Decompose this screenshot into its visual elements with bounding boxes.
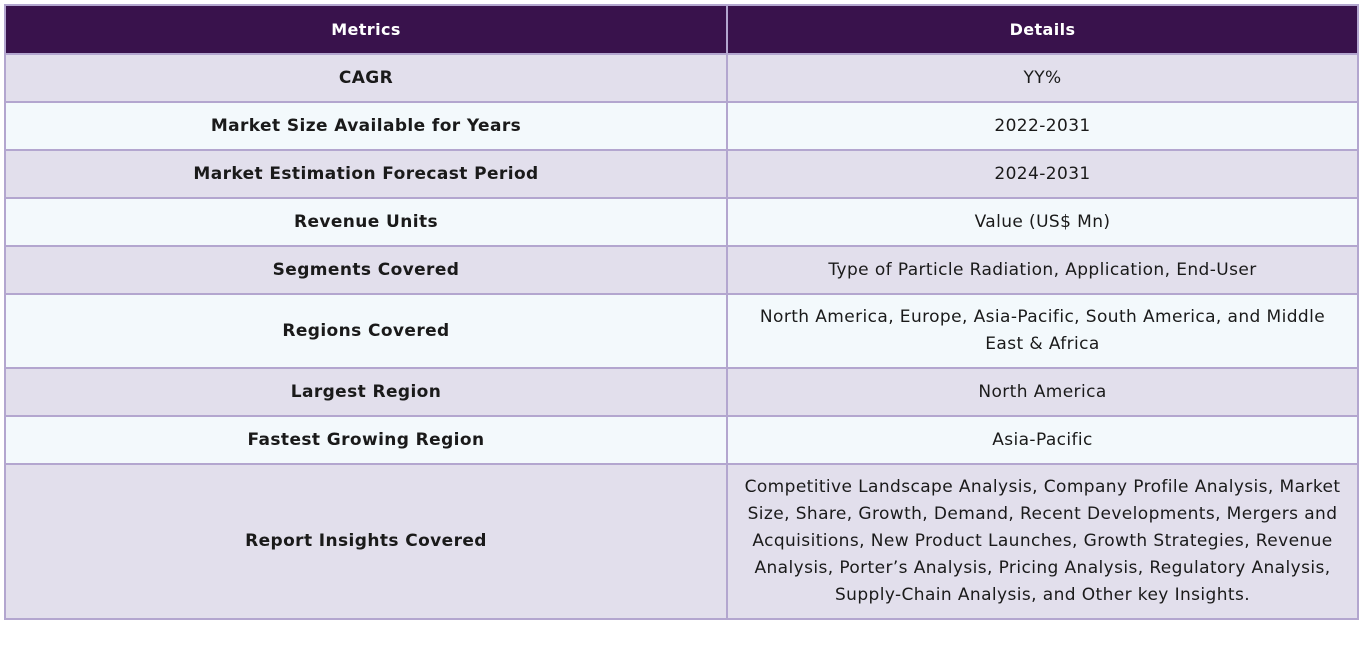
table-row: Revenue Units Value (US$ Mn) bbox=[4, 197, 1359, 247]
details-cell: Value (US$ Mn) bbox=[726, 197, 1359, 247]
table-row: CAGR YY% bbox=[4, 53, 1359, 103]
details-cell: 2024-2031 bbox=[726, 149, 1359, 199]
column-header-metrics: Metrics bbox=[4, 4, 728, 55]
details-cell: 2022-2031 bbox=[726, 101, 1359, 151]
metric-cell: Report Insights Covered bbox=[4, 463, 728, 620]
report-metrics-table-container: Metrics Details CAGR YY% Market Size Ava… bbox=[4, 4, 1359, 620]
table-row: Market Estimation Forecast Period 2024-2… bbox=[4, 149, 1359, 199]
table-row: Regions Covered North America, Europe, A… bbox=[4, 293, 1359, 369]
details-cell: Asia-Pacific bbox=[726, 415, 1359, 465]
table-header: Metrics Details bbox=[4, 4, 1359, 55]
metric-cell: Segments Covered bbox=[4, 245, 728, 295]
table-row: Segments Covered Type of Particle Radiat… bbox=[4, 245, 1359, 295]
table-row: Market Size Available for Years 2022-203… bbox=[4, 101, 1359, 151]
table-row: Report Insights Covered Competitive Land… bbox=[4, 463, 1359, 620]
table-row: Largest Region North America bbox=[4, 367, 1359, 417]
metric-cell: Revenue Units bbox=[4, 197, 728, 247]
metric-cell: Market Size Available for Years bbox=[4, 101, 728, 151]
details-cell: YY% bbox=[726, 53, 1359, 103]
details-cell: Competitive Landscape Analysis, Company … bbox=[726, 463, 1359, 620]
details-cell: North America bbox=[726, 367, 1359, 417]
table-row: Fastest Growing Region Asia-Pacific bbox=[4, 415, 1359, 465]
metric-cell: Fastest Growing Region bbox=[4, 415, 728, 465]
details-cell: North America, Europe, Asia-Pacific, Sou… bbox=[726, 293, 1359, 369]
header-row: Metrics Details bbox=[4, 4, 1359, 55]
metric-cell: Regions Covered bbox=[4, 293, 728, 369]
report-metrics-table: Metrics Details CAGR YY% Market Size Ava… bbox=[4, 4, 1359, 620]
table-body: CAGR YY% Market Size Available for Years… bbox=[4, 53, 1359, 620]
metric-cell: Market Estimation Forecast Period bbox=[4, 149, 728, 199]
metric-cell: CAGR bbox=[4, 53, 728, 103]
column-header-details: Details bbox=[726, 4, 1359, 55]
metric-cell: Largest Region bbox=[4, 367, 728, 417]
details-cell: Type of Particle Radiation, Application,… bbox=[726, 245, 1359, 295]
